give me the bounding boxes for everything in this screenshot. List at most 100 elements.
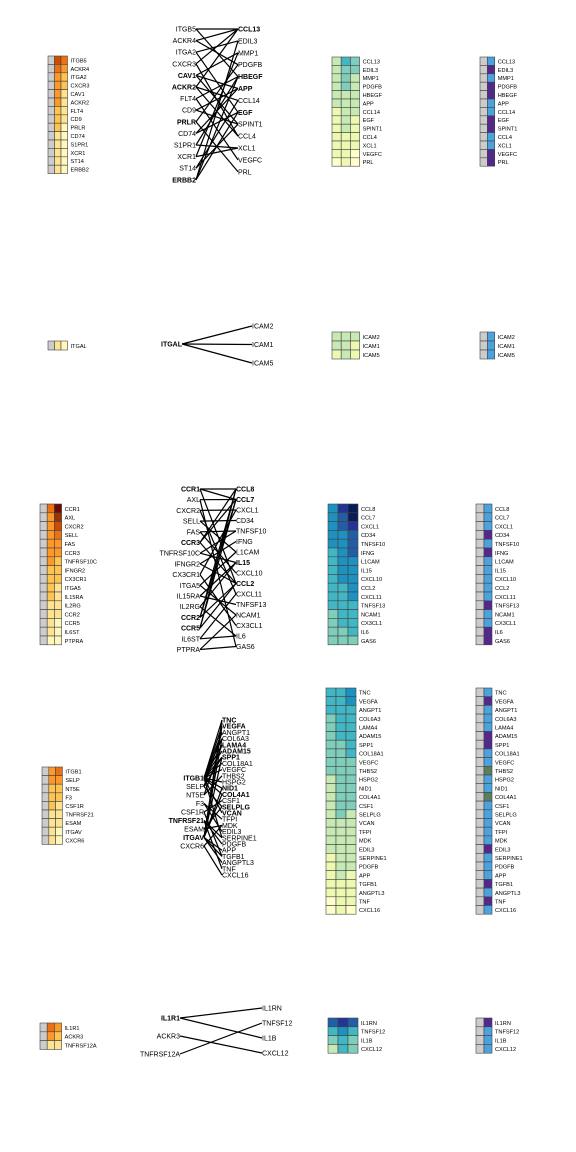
annotation-cell bbox=[479, 331, 488, 342]
ligand-heatmap: TNC VEGFA ANGPT1 COL6A3 LAMA4 ADAM15 SPP1 COL18… bbox=[325, 687, 387, 915]
network-ligand-node: CXCL16 bbox=[222, 873, 249, 880]
network-ligand-node: CCL2 bbox=[236, 581, 254, 588]
heat-cell bbox=[327, 538, 339, 549]
network-ligand-node: TFPI bbox=[222, 817, 237, 824]
annotation-label: CXCL11 bbox=[495, 595, 516, 601]
heat-cell bbox=[345, 765, 357, 776]
network-receptor-node: S1PR1 bbox=[174, 143, 196, 150]
heat-cell bbox=[327, 600, 339, 610]
heat-cell bbox=[340, 73, 351, 83]
annotation-heatmap: CCL8 CCL7 CXCL1 CD34 TNFSF10 IFNG L1CAM IL15 CXC… bbox=[475, 503, 519, 646]
heat-cell bbox=[41, 766, 50, 776]
annotation-cell bbox=[487, 331, 496, 342]
heat-cell bbox=[55, 766, 63, 776]
heat-cell bbox=[60, 72, 68, 82]
annotation-cell bbox=[487, 115, 496, 125]
network-receptor-node: IL15RA bbox=[177, 594, 201, 601]
network-ligand-node: IL1B bbox=[262, 1036, 277, 1043]
heat-cell bbox=[60, 164, 68, 174]
receptor-label: ERBB2 bbox=[71, 168, 89, 174]
heat-cell bbox=[350, 340, 360, 351]
annotation-cell bbox=[475, 696, 485, 706]
receptor-label: TNFRSF10C bbox=[65, 560, 97, 566]
network-receptor-node: CXCR3 bbox=[172, 61, 196, 68]
network-ligand-node: IL15 bbox=[236, 560, 250, 567]
ligand-label: SELPLG bbox=[359, 813, 381, 819]
heat-cell bbox=[327, 591, 339, 602]
heat-cell bbox=[335, 757, 347, 767]
heat-cell bbox=[345, 879, 357, 889]
annotation-cell bbox=[475, 503, 485, 514]
heat-cell bbox=[41, 818, 50, 828]
annotation-cell bbox=[479, 149, 488, 159]
heat-cell bbox=[46, 609, 55, 619]
annotation-cell bbox=[483, 896, 493, 906]
ligand-label: PDGFB bbox=[363, 85, 383, 91]
heat-cell bbox=[347, 1035, 359, 1045]
heat-cell bbox=[325, 896, 337, 906]
receptor-label: ESAM bbox=[65, 821, 81, 827]
heat-cell bbox=[340, 340, 351, 351]
heat-cell bbox=[345, 687, 357, 697]
annotation-label: COL18A1 bbox=[495, 752, 520, 758]
heat-cell bbox=[335, 713, 347, 724]
ligand-label: CD34 bbox=[361, 533, 375, 539]
ligand-label: TNC bbox=[359, 691, 371, 697]
ligand-label: NID1 bbox=[359, 786, 372, 792]
heat-cell bbox=[47, 131, 55, 141]
heat-cell bbox=[345, 896, 357, 906]
heat-cell bbox=[335, 722, 347, 732]
heat-cell bbox=[327, 618, 339, 628]
network-receptor-node: F3 bbox=[196, 801, 204, 808]
interaction-edge bbox=[179, 1035, 263, 1054]
annotation-cell bbox=[475, 547, 485, 558]
annotation-cell bbox=[483, 538, 493, 549]
annotation-cell bbox=[475, 705, 485, 715]
network-ligand-node: IFNG bbox=[236, 539, 253, 546]
ligand-label: ICAM1 bbox=[363, 344, 380, 350]
heat-cell bbox=[325, 713, 337, 724]
annotation-cell bbox=[483, 618, 493, 628]
heat-cell bbox=[54, 148, 62, 158]
annotation-cell bbox=[479, 90, 488, 100]
annotation-cell bbox=[483, 1026, 493, 1036]
ligand-label: APP bbox=[363, 101, 374, 107]
interaction-edge bbox=[203, 836, 223, 851]
annotation-label: IL15 bbox=[495, 568, 506, 574]
network-ligand-node: CCL4 bbox=[238, 134, 256, 141]
annotation-label: CXCL12 bbox=[495, 1047, 516, 1053]
annotation-cell bbox=[479, 157, 488, 167]
heat-cell bbox=[60, 122, 68, 132]
heat-cell bbox=[345, 800, 357, 811]
heat-cell bbox=[347, 609, 359, 619]
network-ligand-node: LAMA4 bbox=[222, 742, 246, 749]
annotation-cell bbox=[475, 556, 485, 566]
heat-cell bbox=[60, 89, 68, 99]
heat-cell bbox=[39, 521, 48, 531]
annotation-cell bbox=[475, 626, 485, 637]
interaction-edge bbox=[179, 1017, 263, 1039]
heat-cell bbox=[335, 896, 347, 906]
annotation-cell bbox=[475, 1044, 485, 1054]
annotation-label: EDIL3 bbox=[495, 847, 511, 853]
heat-cell bbox=[347, 591, 359, 602]
ligand-heatmap: ICAM2 ICAM1 ICAM5 bbox=[331, 331, 380, 360]
heat-cell bbox=[327, 565, 339, 575]
interaction-edge bbox=[199, 488, 237, 543]
interaction-edge bbox=[199, 562, 237, 597]
annotation-label: TNFSF10 bbox=[495, 542, 519, 548]
interaction-edge bbox=[195, 52, 239, 157]
heat-cell bbox=[39, 503, 48, 514]
heat-cell bbox=[347, 556, 359, 566]
heat-cell bbox=[54, 114, 62, 124]
heat-cell bbox=[340, 90, 351, 100]
heat-cell bbox=[54, 591, 62, 602]
heat-cell bbox=[350, 65, 360, 75]
network-ligand-node: TGFB1 bbox=[222, 854, 245, 861]
heat-cell bbox=[327, 521, 339, 531]
ligand-label: NCAM1 bbox=[361, 612, 381, 618]
annotation-label: VEGFC bbox=[495, 760, 514, 766]
receptor-heatmap: ITGAL bbox=[47, 340, 87, 351]
receptor-heatmap: ITGB5 ACKR4 ITGA2 CXCR3 CAV1 ACKR2 FLT4 CD9 PRLR… bbox=[47, 55, 89, 174]
heat-cell bbox=[350, 56, 360, 66]
